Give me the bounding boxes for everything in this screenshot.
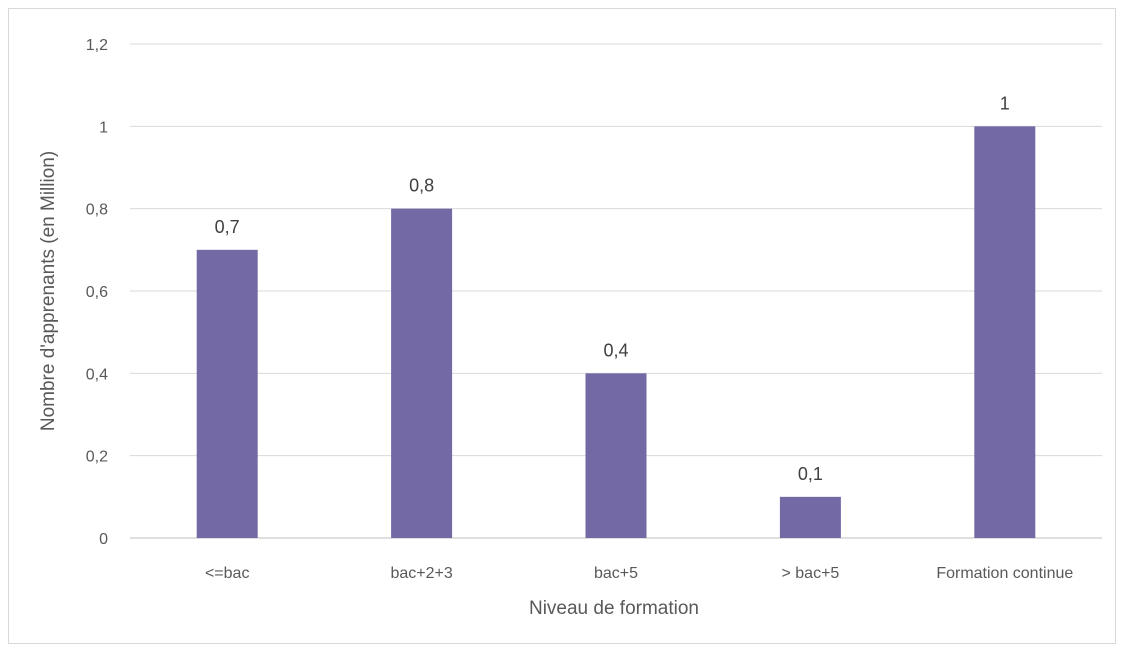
data-labels: 0,7 0,8 0,4 0,1 1 <box>215 93 1010 484</box>
x-axis-ticks: <=bac bac+2+3 bac+5 > bac+5 Formation contin… <box>205 565 1073 582</box>
x-tick-label: Formation continue <box>936 565 1073 582</box>
bars <box>196 126 1036 539</box>
x-axis-title: Niveau de formation <box>529 598 699 619</box>
y-tick-label: 0 <box>99 531 108 548</box>
y-tick-label: 0,8 <box>86 202 108 219</box>
bar <box>196 249 258 539</box>
bar <box>974 126 1036 538</box>
bar <box>391 208 453 538</box>
y-axis-ticks: 0 0,2 0,4 0,6 0,8 1 1,2 <box>86 37 108 548</box>
bar <box>779 496 841 538</box>
data-label: 0,4 <box>603 340 628 360</box>
y-tick-label: 0,4 <box>86 366 108 383</box>
x-tick-label: > bac+5 <box>781 565 839 582</box>
x-tick-label: <=bac <box>205 565 249 582</box>
x-tick-label: bac+2+3 <box>390 565 452 582</box>
data-label: 0,7 <box>215 217 240 237</box>
y-tick-label: 0,2 <box>86 449 108 466</box>
y-axis-title: Nombre d'apprenants (en Million) <box>38 151 59 431</box>
data-label: 0,1 <box>798 464 823 484</box>
y-tick-label: 0,6 <box>86 284 108 301</box>
x-tick-label: bac+5 <box>594 565 638 582</box>
bar <box>585 373 647 538</box>
data-label: 1 <box>1000 93 1010 113</box>
gridlines <box>130 43 1102 539</box>
data-label: 0,8 <box>409 176 434 196</box>
y-tick-label: 1 <box>99 119 108 136</box>
y-tick-label: 1,2 <box>86 37 108 54</box>
